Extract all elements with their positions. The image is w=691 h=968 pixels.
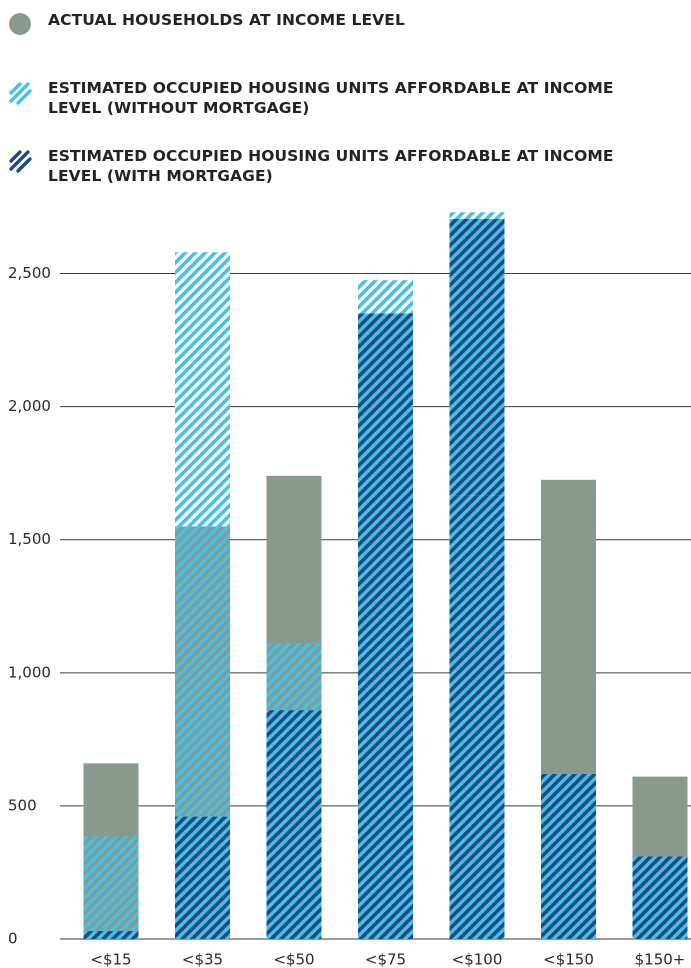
bar-segment-without-mortgage — [449, 212, 505, 219]
bar-segment-with-mortgage — [358, 333, 413, 939]
y-tick-label: 1,000 — [8, 663, 51, 681]
bar-group — [83, 763, 139, 939]
bar-segment-without-mortgage — [175, 252, 230, 527]
bar-segment-without-mortgage — [175, 526, 230, 817]
legend-item-with-mortgage: ESTIMATED OCCUPIED HOUSING UNITS AFFORDA… — [8, 146, 668, 186]
y-tick-label: 1,500 — [8, 530, 51, 548]
x-tick-label: <$50 — [273, 951, 314, 968]
x-tick-label: <$35 — [182, 951, 223, 968]
bar-segment-with-mortgage — [632, 856, 688, 939]
bar-group — [175, 252, 230, 939]
bar-segment-with-mortgage — [175, 816, 230, 939]
bar-segment-with-mortgage — [358, 313, 413, 334]
x-tick-label: <$100 — [452, 951, 503, 968]
legend-label: ACTUAL HOUSEHOLDS AT INCOME LEVEL — [48, 11, 405, 29]
bar-group — [266, 475, 322, 939]
bar-segment-actual — [266, 475, 322, 644]
bars-layer — [83, 212, 688, 939]
bar-segment-with-mortgage — [449, 218, 505, 496]
bar-segment-with-mortgage — [541, 773, 596, 939]
legend-item-actual: ACTUAL HOUSEHOLDS AT INCOME LEVEL — [8, 10, 405, 35]
legend-label: ESTIMATED OCCUPIED HOUSING UNITS AFFORDA… — [48, 79, 614, 117]
bar-segment-without-mortgage — [358, 280, 413, 314]
bar-group — [449, 212, 505, 939]
bar-segment-actual — [541, 479, 596, 774]
solid-circle-icon — [9, 13, 31, 35]
legend-label: ESTIMATED OCCUPIED HOUSING UNITS AFFORDA… — [48, 147, 614, 185]
bar-group — [632, 776, 688, 939]
y-tick-label: 2,000 — [8, 397, 51, 415]
bar-segment-actual — [632, 776, 688, 857]
light-hatch-icon — [9, 82, 32, 105]
dark-hatch-icon — [9, 150, 32, 173]
legend-item-without-mortgage: ESTIMATED OCCUPIED HOUSING UNITS AFFORDA… — [8, 78, 668, 118]
x-tick-label: $150+ — [635, 951, 686, 968]
x-tick-label: <$15 — [90, 951, 131, 968]
bar-segment-with-mortgage — [449, 495, 505, 939]
bar-segment-without-mortgage — [83, 836, 139, 932]
x-tick-label: <$75 — [365, 951, 406, 968]
x-tick-label: <$150 — [543, 951, 594, 968]
labels-layer: 0 500 1,000 1,500 2,000 2,500 <$15 <$35 <$50 <$75… — [8, 264, 685, 968]
bar-segment-actual — [83, 763, 139, 837]
bar-group — [541, 479, 596, 939]
bar-segment-with-mortgage — [266, 710, 322, 939]
bar-segment-without-mortgage — [266, 643, 322, 711]
y-tick-label: 500 — [8, 796, 37, 814]
bar-segment-with-mortgage — [83, 931, 139, 939]
bar-group — [358, 280, 413, 939]
y-tick-label: 0 — [8, 930, 18, 948]
y-tick-label: 2,500 — [8, 264, 51, 282]
